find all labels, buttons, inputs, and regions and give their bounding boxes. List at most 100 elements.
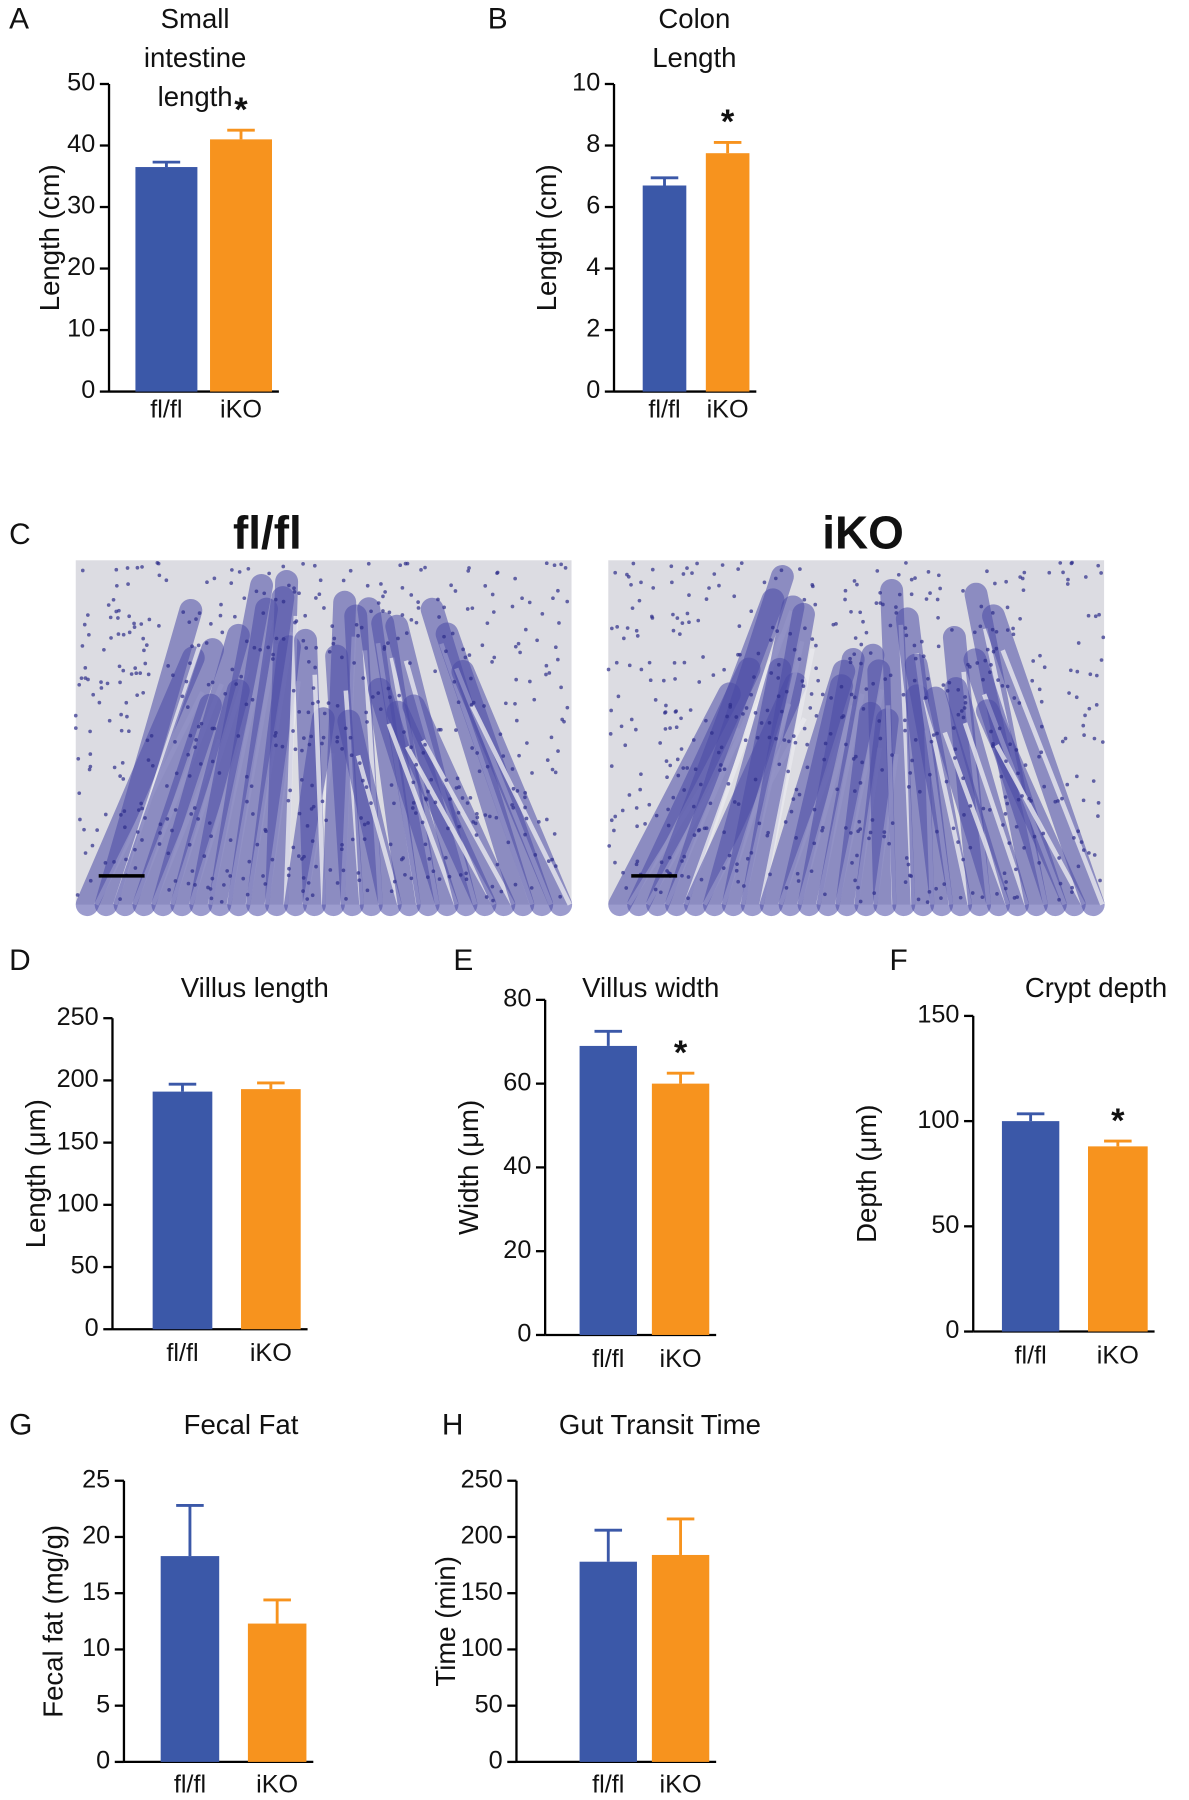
nucleus <box>814 643 818 648</box>
nucleus <box>1023 763 1028 767</box>
nucleus <box>423 565 427 570</box>
nucleus <box>82 622 87 627</box>
nucleus <box>77 791 82 795</box>
nucleus <box>335 703 340 708</box>
nucleus <box>523 795 527 800</box>
nucleus <box>261 611 266 615</box>
nucleus <box>961 715 966 720</box>
panel-letter: E <box>453 944 473 977</box>
nucleus <box>563 566 568 570</box>
nucleus <box>887 841 891 846</box>
nucleus <box>495 862 500 867</box>
nucleus <box>409 745 413 750</box>
nucleus <box>202 854 207 858</box>
nucleus <box>685 611 690 616</box>
nucleus <box>682 788 686 792</box>
nucleus <box>495 571 499 576</box>
nucleus <box>199 721 204 726</box>
x-tick-label: iKO <box>660 1345 702 1373</box>
nucleus <box>880 768 884 772</box>
nucleus <box>103 860 108 865</box>
nucleus <box>511 786 516 791</box>
nucleus <box>956 712 961 717</box>
nucleus <box>1058 881 1063 886</box>
nucleus <box>416 606 421 610</box>
nucleus <box>610 626 614 631</box>
nucleus <box>281 599 286 604</box>
nucleus <box>553 770 558 775</box>
nucleus <box>307 659 311 664</box>
nucleus <box>890 821 895 825</box>
chart-title: Villus width <box>582 972 719 1003</box>
nucleus <box>1074 695 1079 700</box>
nucleus <box>994 629 999 634</box>
nucleus <box>309 734 313 739</box>
nucleus <box>75 893 80 897</box>
nucleus <box>465 801 470 805</box>
nucleus <box>990 611 995 615</box>
tissue <box>880 578 916 917</box>
nucleus <box>912 643 917 648</box>
nucleus <box>1096 563 1101 568</box>
nucleus <box>667 855 672 860</box>
nucleus <box>1014 748 1019 752</box>
nucleus <box>386 641 390 645</box>
nucleus <box>116 632 121 636</box>
nucleus <box>951 826 956 831</box>
nucleus <box>117 664 122 669</box>
nucleus <box>311 804 316 809</box>
nucleus <box>919 639 924 644</box>
nucleus <box>305 897 310 901</box>
tissue <box>904 653 973 917</box>
tissue <box>740 602 815 917</box>
nucleus <box>287 866 291 871</box>
y-tick-label: 60 <box>503 1068 531 1096</box>
nucleus <box>659 860 664 865</box>
nucleus <box>1072 836 1076 840</box>
y-tick-label: 0 <box>517 1320 531 1348</box>
nucleus <box>513 701 517 706</box>
nucleus <box>941 683 946 687</box>
tissue <box>94 598 203 917</box>
nucleus <box>1075 774 1079 779</box>
nucleus <box>187 620 192 625</box>
nucleus <box>675 616 680 620</box>
nucleus <box>668 763 673 768</box>
nucleus <box>903 880 908 884</box>
nucleus <box>291 845 296 850</box>
nucleus <box>247 859 252 864</box>
nucleus <box>619 724 624 729</box>
nucleus <box>1016 797 1021 802</box>
nucleus <box>343 726 348 731</box>
nucleus <box>251 812 255 816</box>
nucleus <box>769 638 773 642</box>
nucleus <box>614 660 619 665</box>
nucleus <box>217 771 222 775</box>
nucleus <box>942 882 947 886</box>
nucleus <box>122 809 127 813</box>
x-tick-label: fl/fl <box>648 396 680 424</box>
nucleus <box>1039 750 1044 755</box>
nucleus <box>1083 575 1088 579</box>
nucleus <box>1014 824 1019 829</box>
nucleus <box>513 644 518 649</box>
y-tick-label: 10 <box>572 69 600 97</box>
nucleus <box>1061 570 1065 575</box>
nucleus <box>387 610 392 615</box>
nucleus <box>621 870 625 875</box>
x-tick-label: fl/fl <box>1014 1341 1046 1369</box>
nucleus <box>752 675 756 679</box>
nucleus <box>634 806 639 810</box>
nucleus <box>791 734 796 738</box>
nucleus <box>980 895 985 899</box>
nucleus <box>135 693 140 697</box>
nucleus <box>901 692 906 697</box>
nucleus <box>219 899 224 904</box>
nucleus <box>125 566 130 570</box>
nucleus <box>739 561 744 565</box>
nucleus <box>474 833 479 837</box>
nucleus <box>436 597 440 602</box>
nucleus <box>280 744 285 749</box>
nucleus <box>692 833 697 837</box>
nucleus <box>858 610 863 615</box>
